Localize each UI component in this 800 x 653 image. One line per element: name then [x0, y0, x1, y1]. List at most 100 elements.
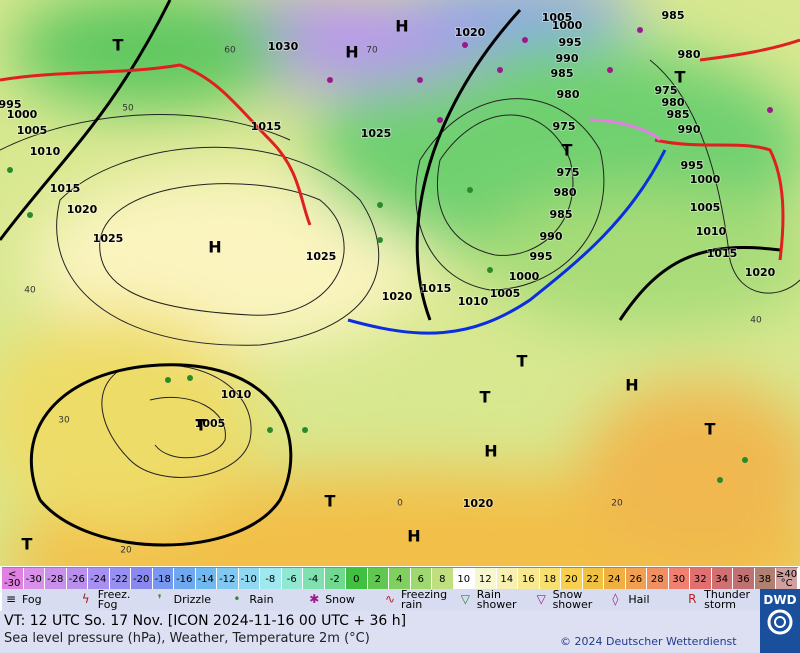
isobar-label: 1010: [30, 145, 61, 158]
temperature-label: 30: [58, 416, 70, 426]
isobar-label: 1020: [67, 203, 98, 216]
temperature-label: 40: [24, 286, 36, 296]
copyright: © 2024 Deutscher Wetterdienst: [560, 635, 737, 648]
temperature-label: 0: [397, 499, 403, 509]
pressure-center: T: [675, 68, 686, 87]
scale-cell: 4: [389, 568, 411, 590]
isobar-label: 1030: [268, 40, 299, 53]
isobar-label: 1005: [195, 417, 226, 430]
isobar-label: 1025: [361, 127, 392, 140]
scale-cell: 8: [432, 568, 454, 590]
isobar-label: 990: [540, 230, 563, 243]
isobar-label: 1015: [251, 120, 282, 133]
legend-item: ▽ Rain shower: [457, 589, 533, 611]
scale-cell: -2: [324, 568, 346, 590]
scale-cell: 18: [539, 568, 561, 590]
isobar-label: 1015: [707, 247, 738, 260]
scale-cell: 24: [604, 568, 626, 590]
pressure-center: T: [517, 352, 528, 371]
description: Sea level pressure (hPa), Weather, Tempe…: [4, 631, 370, 646]
legend-item: ◊ Hail: [608, 589, 684, 611]
scale-cell: 16: [518, 568, 540, 590]
legend-label: Hail: [628, 593, 650, 606]
isobar-label: 1010: [696, 225, 727, 238]
scale-cell: -16: [174, 568, 196, 590]
isobar-label: 980: [678, 48, 701, 61]
scale-cell: 34: [711, 568, 733, 590]
isobar-label: 985: [662, 9, 685, 22]
logo-swirl: [767, 609, 793, 635]
scale-cell: -30: [23, 568, 45, 590]
pressure-center: H: [407, 527, 420, 546]
isobar-label: 1015: [421, 282, 452, 295]
scale-cell: 26: [625, 568, 647, 590]
isobar-label: 1000: [7, 108, 38, 121]
isobar-label: 1005: [542, 11, 573, 24]
scale-cell: 14: [496, 568, 518, 590]
legend-symbol: ∿: [384, 592, 396, 606]
legend-label: Rain shower: [476, 588, 517, 611]
temperature-label: 20: [611, 499, 623, 509]
legend-label: Thunder storm: [704, 588, 751, 611]
legend-label: Snow: [325, 593, 355, 606]
dwd-logo: DWD: [760, 589, 800, 653]
legend-symbol: ≡: [6, 592, 17, 606]
pressure-center: T: [562, 141, 573, 160]
scale-cell: 10: [453, 568, 475, 590]
legend-symbol: ▽: [460, 592, 471, 606]
isobar-label: 980: [662, 96, 685, 109]
isobar-label: 985: [550, 208, 573, 221]
isobar-label: 1020: [463, 497, 494, 510]
pressure-center: H: [208, 238, 221, 257]
legend-symbol: •: [233, 592, 241, 606]
pressure-center: T: [196, 416, 207, 435]
legend-symbol: ▽: [536, 592, 546, 606]
scale-cell: -28: [45, 568, 67, 590]
legend-item: ✱ Snow: [305, 589, 381, 611]
temperature-label: 20: [120, 546, 132, 556]
legend-label: Rain: [249, 593, 274, 606]
isobar-label: 985: [551, 67, 574, 80]
isobar-label: 980: [557, 88, 580, 101]
temperature-label: 40: [750, 316, 762, 326]
temperature-label: 50: [122, 104, 134, 114]
valid-time: VT: 12 UTC So. 17 Nov. [ICON 2024-11-16 …: [4, 613, 407, 629]
temperature-field: [0, 0, 800, 566]
scale-cell: 32: [690, 568, 712, 590]
legend-symbol: ◊: [612, 592, 619, 606]
isobar-label: 1000: [552, 19, 583, 32]
isobar-label: 1020: [382, 290, 413, 303]
isobar-label: 1000: [509, 270, 540, 283]
legend-item: • Rain: [229, 589, 305, 611]
legend-item: ϟ Freez. Fog: [78, 589, 154, 611]
isobar-label: 990: [556, 52, 579, 65]
isobar-label: 990: [678, 123, 701, 136]
pressure-center: T: [22, 535, 33, 554]
scale-cell: ≥40 °C: [776, 568, 799, 590]
isobar-label: 975: [553, 120, 576, 133]
scale-cell: 28: [647, 568, 669, 590]
isobar-label: 995: [681, 159, 704, 172]
isobar-label: 995: [559, 36, 582, 49]
isobars: [0, 59, 800, 478]
legend-symbol: ✱: [309, 592, 320, 606]
scale-cell: 36: [733, 568, 755, 590]
scale-cell: 30: [668, 568, 690, 590]
isobar-label: 1010: [458, 295, 489, 308]
scale-cell: -6: [281, 568, 303, 590]
pressure-center: H: [625, 376, 638, 395]
legend-label: Freezing rain: [400, 588, 448, 611]
fronts: [0, 38, 800, 335]
isobar-label: 1000: [690, 173, 721, 186]
legend-item: ▽ Snow shower: [533, 589, 609, 611]
isobar-label: 995: [0, 98, 21, 111]
legend-item: R Thunder storm: [684, 589, 760, 611]
pressure-center: H: [345, 43, 358, 62]
scale-cell: 6: [410, 568, 432, 590]
scale-cell: 2: [367, 568, 389, 590]
scale-cell: 12: [475, 568, 497, 590]
isobar-label: 985: [667, 108, 690, 121]
isobar-label: 995: [530, 250, 553, 263]
temperature-label: 60: [224, 46, 236, 56]
logo-text: DWD: [763, 593, 797, 607]
